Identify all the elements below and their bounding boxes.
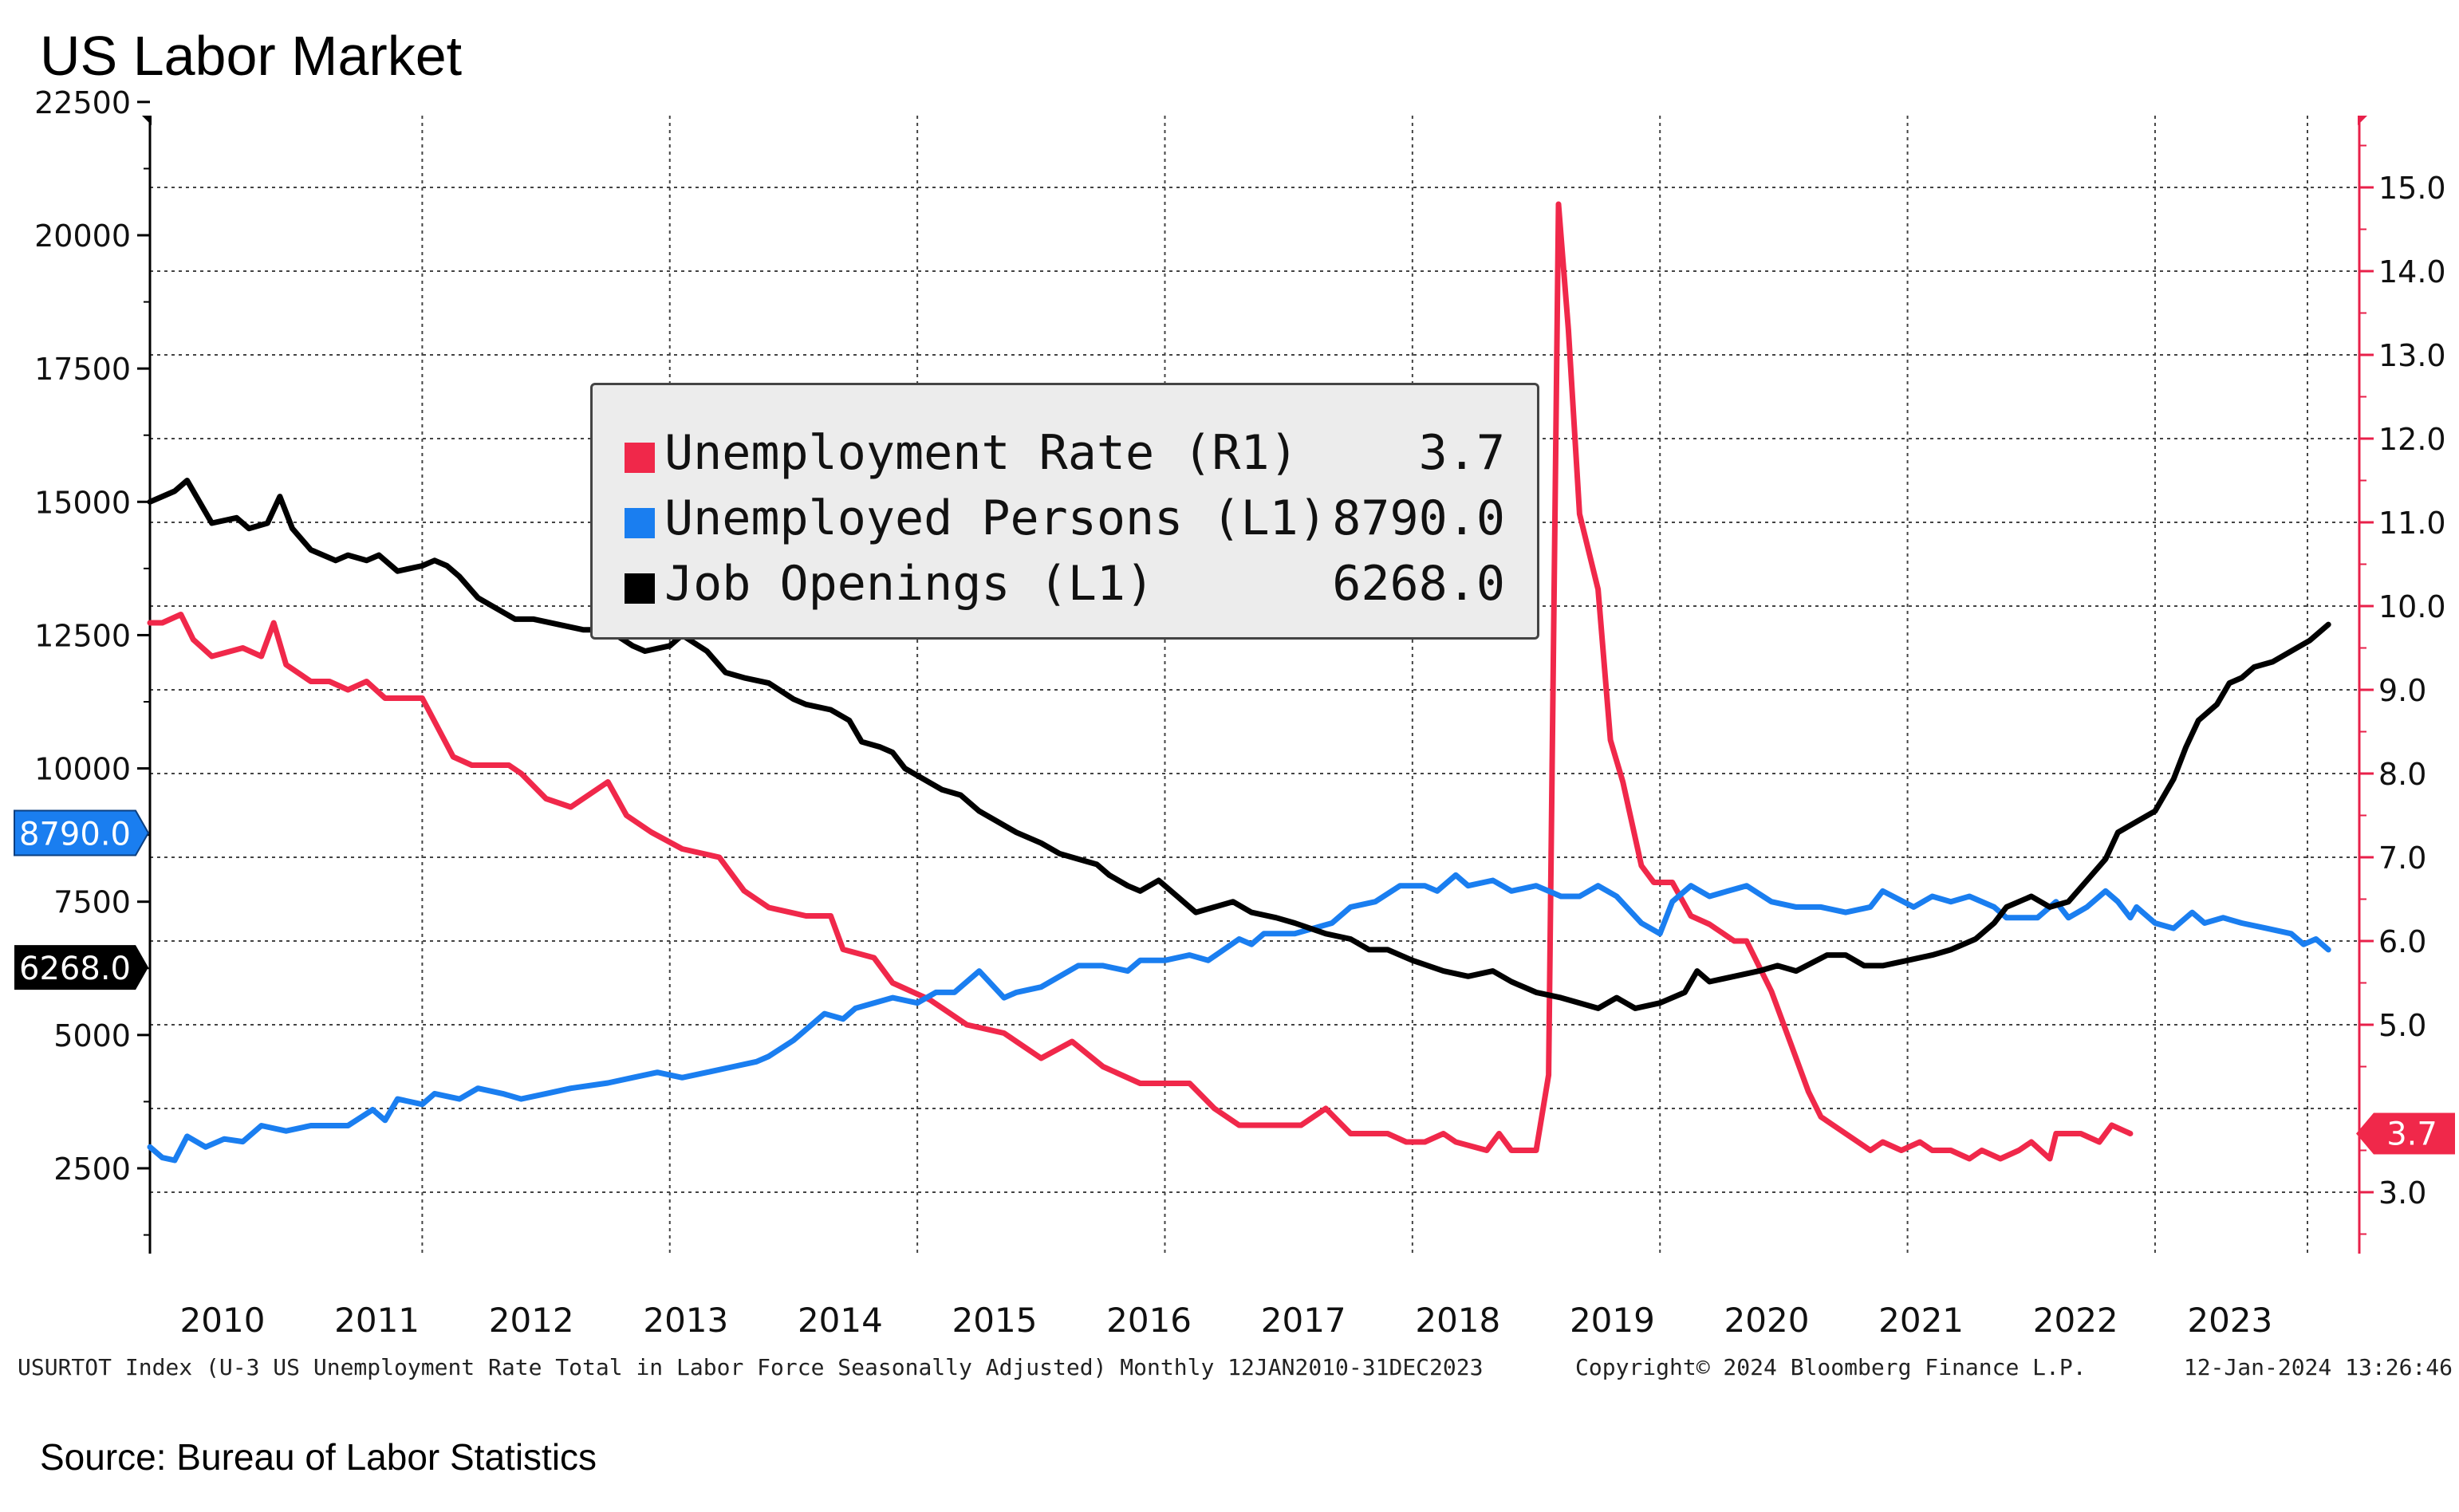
footer-index-description: USURTOT Index (U-3 US Unemployment Rate … bbox=[18, 1354, 1484, 1380]
right-axis-tick-label: 10.0 bbox=[2378, 589, 2446, 624]
unemployment-rate-marker bbox=[2356, 1112, 2455, 1155]
job-openings-marker-label: 6268.0 bbox=[19, 951, 131, 987]
left-axis-tick-label: 2500 bbox=[53, 1152, 131, 1187]
x-axis-tick-label: 2012 bbox=[489, 1301, 574, 1340]
left-axis-tick-label: 15000 bbox=[34, 485, 131, 520]
chart-title: US Labor Market bbox=[40, 25, 463, 87]
right-axis-tick-label: 3.0 bbox=[2378, 1175, 2426, 1211]
x-axis-tick-label: 2014 bbox=[798, 1301, 883, 1340]
left-axis-tick-label: 17500 bbox=[34, 352, 131, 387]
legend-swatch bbox=[625, 443, 655, 473]
axes: 2500 5000 7500 10000 12500 15000 17500 20000 225… bbox=[34, 85, 2446, 1340]
footer-copyright: Copyright© 2024 Bloomberg Finance L.P. bbox=[1575, 1354, 2087, 1380]
right-axis-tick-label: 14.0 bbox=[2378, 254, 2446, 289]
left-axis-tick-label: 22500 bbox=[34, 85, 131, 120]
grid-lines bbox=[150, 116, 2359, 1254]
series-line-job-openings bbox=[147, 478, 2331, 1011]
footer-timestamp: 12-Jan-2024 13:26:46 bbox=[2183, 1354, 2453, 1380]
series-line-unemployment-rate bbox=[147, 201, 2134, 1162]
right-axis-tick-label: 12.0 bbox=[2378, 422, 2446, 457]
right-axis-tick-label: 11.0 bbox=[2378, 506, 2446, 541]
right-axis-tick-label: 5.0 bbox=[2378, 1008, 2426, 1043]
unemployed-persons-marker bbox=[14, 809, 150, 856]
right-axis-tick-label: 8.0 bbox=[2378, 757, 2426, 792]
legend-value: 3.7 bbox=[1418, 425, 1505, 481]
job-openings-marker bbox=[14, 945, 148, 990]
left-axis-tick-label: 7500 bbox=[53, 885, 131, 920]
legend-item-unemployed-persons: Unemployed Persons (L1) 8790.0 bbox=[625, 490, 1505, 556]
right-axis-tick-label: 9.0 bbox=[2378, 673, 2426, 708]
x-axis-tick-label: 2022 bbox=[2033, 1301, 2118, 1340]
right-axis-tick-label: 15.0 bbox=[2378, 171, 2446, 206]
legend-label: Unemployment Rate (R1) bbox=[664, 425, 1298, 481]
legend-item-unemployment-rate: Unemployment Rate (R1) 3.7 bbox=[625, 425, 1505, 490]
x-axis-tick-label: 2018 bbox=[1415, 1301, 1500, 1340]
series-lines bbox=[147, 201, 2331, 1164]
right-axis-tick-label: 13.0 bbox=[2378, 338, 2446, 373]
right-axis-cap bbox=[2358, 116, 2367, 125]
x-axis-tick-label: 2015 bbox=[952, 1301, 1038, 1340]
legend-label: Unemployed Persons (L1) bbox=[664, 490, 1327, 546]
series-line-unemployed-persons bbox=[147, 872, 2331, 1164]
x-axis-tick-label: 2013 bbox=[643, 1301, 728, 1340]
x-axis-tick-label: 2016 bbox=[1106, 1301, 1192, 1340]
right-axis-tick-label: 7.0 bbox=[2378, 841, 2426, 876]
x-axis-tick-label: 2020 bbox=[1724, 1301, 1810, 1340]
left-axis-tick-label: 5000 bbox=[53, 1018, 131, 1053]
x-axis-tick-label: 2011 bbox=[334, 1301, 420, 1340]
left-axis-cap bbox=[142, 116, 152, 125]
left-axis-tick-label: 10000 bbox=[34, 752, 131, 787]
legend-swatch bbox=[625, 573, 655, 604]
left-axis-tick-label: 20000 bbox=[34, 219, 131, 254]
legend-item-job-openings: Job Openings (L1) 6268.0 bbox=[625, 556, 1505, 621]
last-value-markers: 8790.0 6268.0 3.7 bbox=[14, 809, 2455, 1155]
legend-value: 8790.0 bbox=[1332, 490, 1505, 546]
legend-label: Job Openings (L1) bbox=[664, 556, 1155, 612]
source-note: Source: Bureau of Labor Statistics bbox=[40, 1436, 597, 1478]
x-axis-tick-label: 2021 bbox=[1878, 1301, 1964, 1340]
x-axis-tick-label: 2023 bbox=[2187, 1301, 2272, 1340]
legend-value: 6268.0 bbox=[1332, 556, 1505, 612]
x-axis-tick-label: 2010 bbox=[180, 1301, 266, 1340]
unemployed-persons-marker-label: 8790.0 bbox=[19, 816, 131, 852]
x-axis-tick-label: 2017 bbox=[1261, 1301, 1346, 1340]
legend-box: Unemployment Rate (R1) 3.7 Unemployed Pe… bbox=[590, 383, 1539, 640]
left-axis-tick-label: 12500 bbox=[34, 618, 131, 653]
x-axis-tick-label: 2019 bbox=[1570, 1301, 1655, 1340]
right-axis-tick-label: 6.0 bbox=[2378, 924, 2426, 959]
legend-swatch bbox=[625, 508, 655, 538]
unemployment-rate-marker-label: 3.7 bbox=[2386, 1116, 2437, 1153]
